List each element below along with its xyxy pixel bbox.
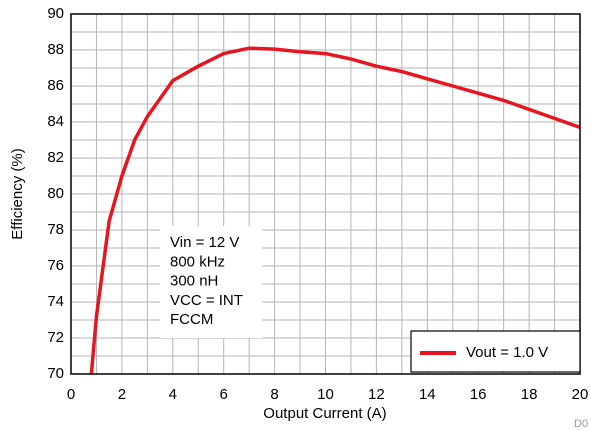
y-tick-label: 70 (47, 365, 64, 382)
annotation-text: Vin = 12 V (170, 234, 239, 251)
y-tick-label: 86 (47, 77, 64, 94)
x-tick-label: 18 (521, 386, 538, 403)
x-tick-label: 2 (118, 386, 126, 403)
y-tick-label: 74 (47, 293, 64, 310)
x-tick-label: 10 (317, 386, 334, 403)
figure-id: D0 (574, 418, 588, 430)
y-axis-label: Efficiency (%) (9, 148, 26, 239)
x-tick-label: 20 (572, 386, 589, 403)
x-tick-label: 12 (368, 386, 385, 403)
y-tick-label: 80 (47, 185, 64, 202)
x-tick-label: 14 (419, 386, 436, 403)
x-tick-label: 4 (169, 386, 177, 403)
y-tick-label: 82 (47, 149, 64, 166)
annotation-text: FCCM (170, 311, 213, 328)
series-line (89, 46, 581, 375)
y-tick-label: 78 (47, 221, 64, 238)
x-tick-label: 6 (220, 386, 228, 403)
x-tick-label: 0 (67, 386, 75, 403)
annotation-text: VCC = INT (170, 292, 243, 309)
annotation-text: 300 nH (170, 273, 218, 290)
x-tick-label: 16 (470, 386, 487, 403)
annotation-box (160, 226, 262, 338)
x-tick-label: 8 (270, 386, 278, 403)
legend-label: Vout = 1.0 V (466, 344, 548, 361)
y-tick-label: 90 (47, 5, 64, 22)
y-tick-label: 72 (47, 329, 64, 346)
y-tick-label: 84 (47, 113, 64, 130)
y-tick-label: 76 (47, 257, 64, 274)
y-tick-label: 88 (47, 41, 64, 58)
plot-frame (70, 13, 581, 375)
x-axis-label: Output Current (A) (263, 405, 386, 422)
annotation-text: 800 kHz (170, 253, 225, 270)
